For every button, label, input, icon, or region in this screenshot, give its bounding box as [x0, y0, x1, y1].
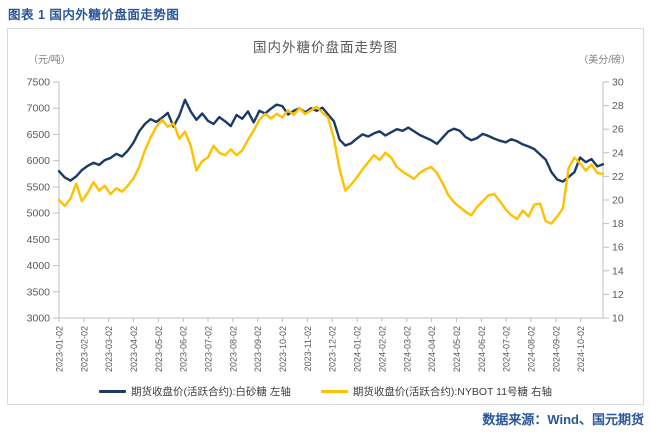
- chart-title: 国内外糖价盘面走势图: [253, 40, 398, 55]
- x-axis-tick-label: 2024-02-02: [377, 326, 387, 372]
- chart-legend: 期货收盘价(活跃合约):白砂糖 左轴 期货收盘价(活跃合约):NYBOT 11号糖…: [8, 384, 643, 399]
- legend-item-domestic: 期货收盘价(活跃合约):白砂糖 左轴: [99, 384, 291, 399]
- left-axis-tick-label: 6500: [27, 129, 51, 141]
- left-axis-tick-label: 3500: [27, 286, 51, 298]
- x-axis-tick-label: 2024-05-02: [452, 326, 462, 372]
- right-axis-tick-label: 30: [612, 77, 624, 89]
- left-axis-tick-label: 5000: [27, 208, 51, 220]
- x-axis-tick-label: 2023-10-02: [278, 326, 288, 372]
- legend-swatch-domestic: [99, 389, 127, 394]
- left-axis-unit: （元/吨）: [28, 55, 71, 66]
- right-axis-unit: （美分/磅）: [578, 55, 631, 66]
- price-trend-chart: 7500 7000 6500 6000 5500 5000 4500 4000 3500 3000…: [27, 77, 624, 373]
- x-axis-tick-label: 2024-04-02: [427, 326, 437, 372]
- legend-item-nybot: 期货收盘价(活跃合约):NYBOT 11号糖 右轴: [320, 384, 552, 399]
- series-line-nybot: [57, 105, 605, 225]
- left-axis-tick-label: 5500: [27, 181, 51, 193]
- right-axis-tick-label: 18: [612, 218, 624, 230]
- x-axis-tick-label: 2023-05-02: [154, 326, 164, 372]
- right-axis-tick-label: 24: [612, 147, 624, 159]
- legend-label-domestic: 期货收盘价(活跃合约):白砂糖 左轴: [131, 386, 291, 398]
- left-axis-tick-label: 4500: [27, 234, 51, 246]
- right-axis-tick-label: 12: [612, 289, 624, 301]
- x-axis-tick-label: 2024-01-02: [353, 326, 363, 372]
- right-axis-tick-label: 16: [612, 242, 624, 254]
- left-axis-tick-label: 3000: [27, 313, 51, 325]
- x-axis-tick-label: 2023-04-02: [129, 326, 139, 372]
- left-axis-tick-label: 4000: [27, 260, 51, 272]
- x-axis-tick-label: 2024-10-02: [576, 326, 586, 372]
- right-axis-tick-label: 26: [612, 124, 624, 136]
- legend-swatch-nybot: [320, 389, 348, 394]
- left-axis-tick-label: 6000: [27, 155, 51, 167]
- x-axis-tick-label: 2023-06-02: [179, 326, 189, 372]
- left-axis-tick-label: 7500: [27, 77, 51, 89]
- x-axis-tick-label: 2023-03-02: [104, 326, 114, 372]
- right-axis-tick-label: 20: [612, 195, 624, 207]
- x-axis-tick-label: 2023-02-02: [79, 326, 89, 372]
- left-axis-tick-label: 7000: [27, 103, 51, 115]
- series-line-domestic: [57, 98, 605, 183]
- x-axis-tick-label: 2024-09-02: [551, 326, 561, 372]
- x-axis-tick-label: 2023-11-02: [303, 326, 313, 371]
- x-axis-tick-label: 2023-08-02: [228, 326, 238, 372]
- x-axis-tick-label: 2024-07-02: [502, 326, 512, 372]
- x-axis-tick-label: 2023-09-02: [253, 326, 263, 372]
- right-axis-tick-label: 14: [612, 265, 624, 277]
- figure-caption: 图表 1 国内外糖价盘面走势图: [8, 8, 180, 22]
- right-axis-tick-label: 28: [612, 100, 624, 112]
- x-axis-tick-label: 2024-06-02: [477, 326, 487, 372]
- x-axis-tick-label: 2024-08-02: [526, 326, 536, 372]
- x-axis-tick-label: 2023-07-02: [204, 326, 214, 372]
- chart-box: 国内外糖价盘面走势图 （元/吨） （美分/磅） 7500 7000 6500 6000…: [7, 28, 644, 405]
- data-source: 数据来源：Wind、国元期货: [482, 412, 644, 427]
- x-axis-tick-label: 2023-01-02: [55, 326, 65, 372]
- x-axis-tick-label: 2024-03-02: [402, 326, 412, 372]
- right-axis-tick-label: 10: [612, 313, 624, 325]
- right-axis-tick-label: 22: [612, 171, 624, 183]
- legend-label-nybot: 期货收盘价(活跃合约):NYBOT 11号糖 右轴: [352, 386, 552, 398]
- x-axis-tick-label: 2023-12-02: [328, 326, 338, 372]
